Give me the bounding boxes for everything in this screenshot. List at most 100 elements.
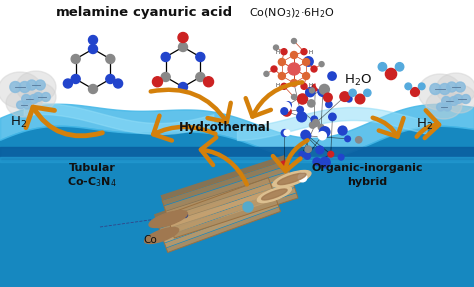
Text: Hydrothermal: Hydrothermal [179,121,271,134]
Circle shape [364,89,371,96]
Polygon shape [162,160,287,205]
Circle shape [307,99,316,108]
Circle shape [10,82,21,92]
Circle shape [305,87,315,97]
Text: H$_2$O: H$_2$O [344,73,372,88]
Text: hybrid: hybrid [347,177,387,187]
Circle shape [23,101,31,109]
Circle shape [327,151,334,158]
Circle shape [292,38,297,44]
Text: Co: Co [144,235,158,245]
Circle shape [288,63,300,75]
Circle shape [303,152,311,160]
Circle shape [316,79,327,90]
Text: H: H [275,83,279,88]
Text: melamine: melamine [56,6,129,20]
Circle shape [312,119,320,127]
Polygon shape [164,202,279,248]
Text: H: H [309,50,313,55]
Circle shape [337,125,348,136]
Text: H$_2$: H$_2$ [416,117,433,132]
Circle shape [405,83,411,90]
Circle shape [297,93,308,105]
Circle shape [153,77,163,87]
Circle shape [319,62,324,67]
Circle shape [280,107,288,115]
Circle shape [296,106,304,114]
Circle shape [291,51,298,59]
Polygon shape [166,207,281,253]
Circle shape [182,212,188,218]
Ellipse shape [277,173,306,185]
Circle shape [349,89,356,96]
Circle shape [203,77,214,87]
Circle shape [291,79,298,86]
Circle shape [430,84,441,94]
Circle shape [161,73,170,82]
Circle shape [317,86,328,97]
Circle shape [114,79,123,88]
Circle shape [355,94,365,104]
Circle shape [179,42,188,51]
Text: Co-C$_3$N$_4$: Co-C$_3$N$_4$ [67,175,118,189]
Polygon shape [166,171,291,216]
Ellipse shape [257,187,292,202]
Circle shape [311,84,319,92]
Circle shape [296,111,307,123]
Circle shape [410,88,419,96]
Circle shape [395,63,404,71]
Circle shape [22,94,31,104]
Polygon shape [169,182,294,227]
Circle shape [312,157,321,166]
Polygon shape [171,188,296,233]
Circle shape [283,129,291,136]
Polygon shape [155,178,270,224]
Ellipse shape [149,211,187,228]
Text: H: H [309,83,313,88]
Circle shape [454,94,463,104]
Circle shape [282,106,292,117]
Polygon shape [164,166,289,211]
Circle shape [41,92,50,102]
Ellipse shape [24,83,56,111]
Circle shape [298,173,308,183]
Circle shape [455,82,465,92]
Circle shape [161,53,170,61]
Circle shape [89,44,98,53]
Circle shape [19,82,30,92]
Circle shape [196,73,205,82]
Circle shape [310,115,318,123]
Circle shape [178,32,188,42]
Circle shape [443,103,451,111]
Circle shape [279,101,291,113]
Circle shape [17,101,25,109]
Polygon shape [173,193,298,238]
Circle shape [325,101,333,108]
Circle shape [339,91,350,102]
Circle shape [337,154,345,161]
Ellipse shape [16,71,56,103]
Circle shape [304,132,311,139]
Ellipse shape [436,73,474,105]
Circle shape [319,126,331,138]
Circle shape [89,36,98,44]
Circle shape [29,94,38,104]
Circle shape [278,59,285,65]
Circle shape [302,59,310,65]
Text: Tubular: Tubular [69,163,116,173]
Circle shape [281,83,287,89]
Polygon shape [163,197,277,243]
Ellipse shape [444,85,474,113]
Circle shape [385,68,397,79]
Polygon shape [157,183,272,228]
Circle shape [442,96,451,106]
Ellipse shape [6,89,42,117]
Circle shape [298,151,306,158]
Text: cyanuric acid: cyanuric acid [133,6,232,20]
Circle shape [355,136,363,144]
Circle shape [449,96,458,106]
Circle shape [303,56,314,67]
Circle shape [437,103,445,111]
Circle shape [300,130,311,140]
Circle shape [35,80,45,90]
